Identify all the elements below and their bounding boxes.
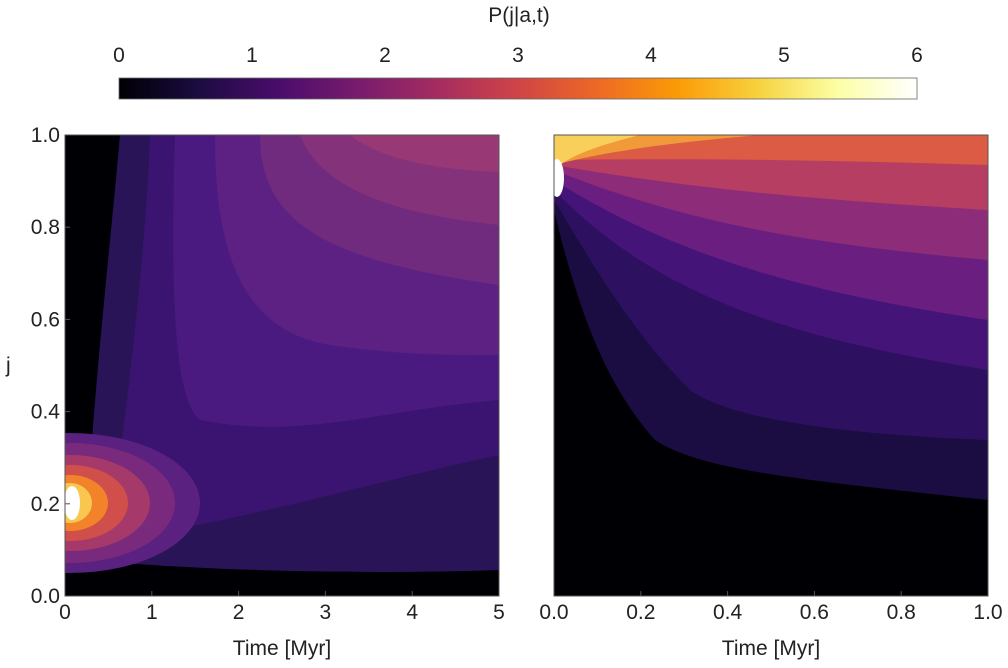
contour-band	[554, 135, 640, 170]
y-tick-label: 0.2	[31, 493, 60, 516]
x-tick-label: 0.6	[800, 601, 829, 624]
colorbar-bar	[118, 77, 918, 100]
y-tick-label: 1.0	[31, 124, 60, 147]
colorbar-tick-label: 0	[113, 44, 125, 67]
y-tick-label: 0.8	[31, 216, 60, 239]
x-tick-label: 0.8	[887, 601, 916, 624]
y-tick-label: 0.4	[31, 401, 61, 424]
x-tick-label: 1.0	[973, 601, 1002, 624]
y-axis-ticks: 0.0 0.2 0.4 0.6 0.8 1.0	[31, 124, 70, 608]
x-tick-label: 0.4	[713, 601, 743, 624]
colorbar-tick-label: 6	[911, 44, 923, 67]
x-axis-label: Time [Myr]	[233, 637, 331, 660]
colorbar-title: P(j|a,t)	[488, 4, 549, 27]
peak-marker	[554, 159, 564, 197]
x-axis-ticks: 0 1 2 3 4 5	[59, 591, 505, 624]
panel-left: 0 1 2 3 4 5 0.0 0.2 0.4 0.6 0.8 1.0 Time [Myr] j	[5, 124, 505, 660]
x-tick-label: 0	[59, 601, 71, 624]
colorbar: P(j|a,t) 0 1 2 3 4 5 6	[113, 4, 923, 100]
y-tick-label: 0.0	[31, 585, 60, 608]
colorbar-tick-labels: 0 1 2 3 4 5 6	[113, 44, 923, 67]
plot-frame	[553, 134, 989, 597]
x-tick-label: 5	[493, 601, 505, 624]
plot-frame	[64, 134, 500, 597]
x-tick-label: 1	[146, 601, 158, 624]
panel-right: 0.0 0.2 0.4 0.6 0.8 1.0 Time [Myr]	[539, 134, 1003, 660]
x-axis-ticks: 0.0 0.2 0.4 0.6 0.8 1.0	[539, 591, 1003, 624]
colorbar-tick-label: 3	[512, 44, 524, 67]
y-axis-label: j	[5, 354, 11, 377]
peak-marker	[65, 486, 80, 520]
colorbar-tick-label: 5	[778, 44, 790, 67]
colorbar-tick-label: 2	[379, 44, 391, 67]
x-tick-label: 4	[406, 601, 418, 624]
x-tick-label: 0.0	[539, 601, 568, 624]
contour-band	[350, 135, 499, 172]
x-tick-label: 2	[233, 601, 245, 624]
colorbar-tick-label: 1	[246, 44, 258, 67]
x-tick-label: 3	[320, 601, 332, 624]
colorbar-tick-label: 4	[645, 44, 657, 67]
x-tick-label: 0.2	[626, 601, 655, 624]
x-axis-label: Time [Myr]	[722, 637, 820, 660]
y-tick-label: 0.6	[31, 308, 60, 331]
